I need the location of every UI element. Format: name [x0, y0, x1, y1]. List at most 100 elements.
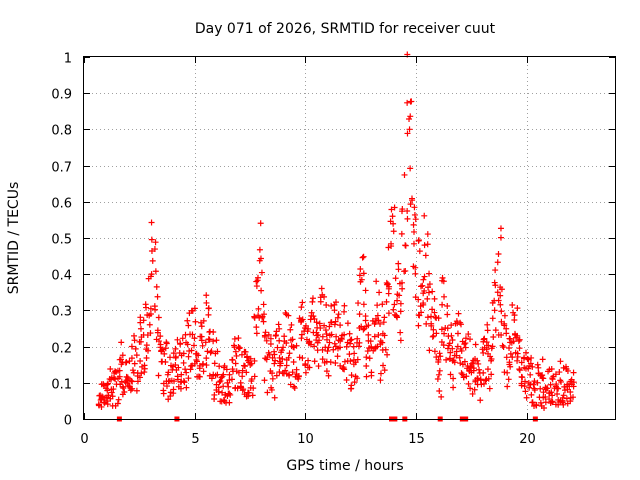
data-point: [425, 289, 432, 296]
data-point: [170, 378, 177, 385]
data-point: [495, 297, 502, 304]
data-point: [462, 344, 469, 351]
data-point: [290, 383, 297, 390]
data-point: [488, 357, 495, 364]
data-point: [261, 333, 268, 340]
data-point: [477, 397, 484, 404]
data-point: [243, 354, 250, 361]
x-axis-label: GPS time / hours: [286, 458, 403, 474]
data-point: [178, 371, 185, 378]
data-point: [492, 282, 499, 289]
data-point: [242, 348, 249, 355]
data-point: [346, 330, 353, 337]
data-point: [446, 340, 453, 347]
data-point: [411, 228, 418, 235]
data-point: [350, 343, 357, 350]
data-point: [278, 347, 285, 354]
data-point: [381, 367, 388, 374]
data-point: [390, 306, 397, 313]
data-point: [491, 307, 498, 314]
data-point: [549, 376, 556, 383]
data-point: [331, 321, 338, 328]
data-point: [191, 305, 198, 312]
data-point: [485, 342, 492, 349]
data-point: [381, 314, 388, 321]
x-tick-labels: 0 5 10 15 20: [80, 432, 535, 447]
data-point: [183, 384, 190, 391]
data-point: [198, 323, 205, 330]
data-point: [172, 353, 179, 360]
axis-ticks: [84, 57, 615, 420]
data-point: [444, 303, 451, 310]
data-point: [394, 297, 401, 304]
data-point: [433, 330, 440, 337]
data-point: [497, 292, 504, 299]
data-point: [105, 380, 112, 387]
data-point: [205, 311, 212, 318]
data-point: [276, 368, 283, 375]
data-point: [313, 319, 320, 326]
data-point: [256, 246, 263, 253]
data-point: [495, 250, 502, 257]
y-tick-labels: 0 0.1 0.2 0.3 0.4 0.5 0.6 0.7 0.8 0.9 1: [51, 52, 72, 429]
data-point: [412, 216, 419, 223]
data-point: [412, 264, 419, 271]
data-point: [534, 379, 541, 386]
data-point: [515, 338, 522, 345]
data-point: [250, 385, 257, 392]
data-point: [174, 373, 181, 380]
plot-frame: [83, 56, 616, 420]
data-point: [377, 370, 384, 377]
y-tick-label: 0.1: [51, 378, 72, 393]
data-point: [104, 381, 111, 388]
data-point: [120, 385, 127, 392]
data-point: [553, 381, 560, 388]
data-point: [216, 379, 223, 386]
data-point: [332, 299, 339, 306]
data-point: [203, 362, 210, 369]
data-point: [511, 312, 518, 319]
data-point: [298, 304, 305, 311]
data-point: [431, 295, 438, 302]
data-point: [263, 337, 270, 344]
data-point: [441, 293, 448, 300]
data-point: [175, 364, 182, 371]
data-point: [328, 331, 335, 338]
data-point: [341, 308, 348, 315]
data-point: [469, 390, 476, 397]
data-point: [355, 300, 362, 307]
data-point: [128, 377, 135, 384]
data-point: [335, 311, 342, 318]
data-point: [415, 296, 422, 303]
data-point: [505, 376, 512, 383]
data-point: [412, 270, 419, 277]
data-point: [102, 394, 109, 401]
data-point: [226, 371, 233, 378]
data-point: [449, 337, 456, 344]
data-point: [195, 352, 202, 359]
data-point: [148, 236, 155, 243]
data-point: [218, 374, 225, 381]
data-point: [154, 327, 161, 334]
data-point: [286, 350, 293, 357]
data-point: [148, 271, 155, 278]
data-point: [429, 306, 436, 313]
data-point: [548, 389, 555, 396]
data-point: [529, 363, 536, 370]
data-point: [260, 301, 267, 308]
data-point: [424, 241, 431, 248]
y-axis-label: SRMTID / TECUs: [6, 182, 22, 295]
data-point: [392, 275, 399, 282]
data-point: [137, 314, 144, 321]
data-point: [533, 401, 540, 408]
data-point: [385, 290, 392, 297]
data-point: [296, 354, 303, 361]
data-point: [323, 368, 330, 375]
data-point: [425, 284, 432, 291]
data-point: [231, 335, 238, 342]
data-point: [454, 330, 461, 337]
data-point: [305, 325, 312, 332]
data-point: [447, 371, 454, 378]
data-point: [338, 336, 345, 343]
data-point: [497, 225, 504, 232]
